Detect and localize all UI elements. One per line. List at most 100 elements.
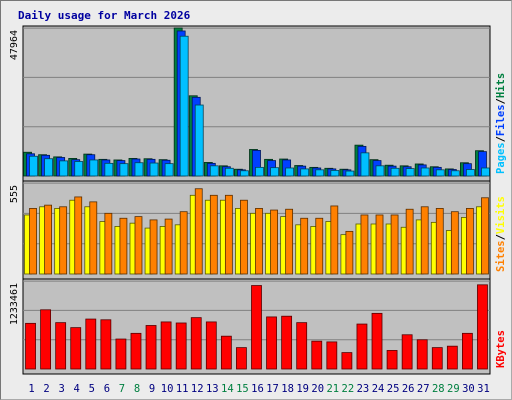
bar-kbytes-day-11 [175, 322, 187, 370]
x-tick-label: 1 [28, 383, 34, 395]
bar-kbytes-day-10 [160, 321, 172, 370]
bar-pages-day-8 [134, 162, 144, 177]
x-tick-label: 6 [104, 383, 110, 395]
panel-kbytes: 1233461 KBytes [9, 278, 507, 375]
legend-kbytes: KBytes [495, 330, 507, 368]
x-tick-label: 30 [462, 383, 475, 395]
legend-visits-sites: Sites/Visits [495, 196, 507, 272]
bar-sites-day-20 [315, 217, 324, 275]
y-tick-label: 555 [9, 185, 20, 203]
bar-sites-day-18 [285, 208, 294, 275]
bar-pages-day-26 [405, 168, 415, 177]
bar-pages-day-10 [164, 163, 174, 177]
legend-sites: Sites [495, 240, 507, 272]
bar-sites-day-17 [270, 209, 278, 275]
bar-kbytes-day-16 [251, 285, 262, 370]
bar-sites-day-14 [224, 194, 233, 275]
bar-pages-day-21 [330, 170, 340, 177]
bar-pages-day-20 [315, 169, 325, 177]
y-tick-label: 1233461 [9, 283, 20, 325]
bar-sites-day-3 [59, 206, 68, 275]
bar-pages-day-25 [390, 167, 400, 177]
bar-sites-day-28 [435, 208, 444, 275]
bar-kbytes-day-13 [205, 321, 217, 370]
bar-pages-day-3 [59, 160, 69, 177]
bar-kbytes-day-9 [145, 325, 157, 370]
x-tick-label: 18 [281, 383, 294, 395]
bar-sites-day-10 [164, 218, 173, 275]
x-tick-label: 7 [119, 383, 125, 395]
bar-sites-day-29 [450, 211, 459, 275]
x-tick-label: 21 [326, 383, 339, 395]
bar-sites-day-1 [29, 208, 37, 275]
bar-kbytes-day-7 [115, 338, 127, 370]
bar-kbytes-day-4 [70, 327, 82, 370]
bar-pages-day-27 [420, 167, 430, 177]
bar-pages-day-30 [466, 169, 475, 177]
bar-kbytes-day-14 [220, 335, 232, 370]
bar-sites-day-19 [300, 217, 309, 275]
bar-kbytes-day-6 [100, 319, 112, 370]
x-tick-label: 23 [357, 383, 370, 395]
bar-kbytes-day-19 [296, 322, 308, 370]
x-tick-label: 19 [296, 383, 309, 395]
bar-sites-day-8 [134, 216, 143, 275]
bar-sites-day-27 [420, 206, 429, 275]
bar-kbytes-day-20 [311, 340, 323, 370]
bar-kbytes-day-5 [85, 318, 97, 370]
x-tick-label: 25 [387, 383, 400, 395]
x-tick-label: 17 [266, 383, 279, 395]
bar-sites-day-23 [360, 214, 369, 275]
bar-kbytes-day-2 [40, 309, 51, 370]
bar-kbytes-day-8 [130, 332, 142, 370]
bar-pages-day-5 [89, 159, 99, 177]
x-tick-label: 24 [372, 383, 385, 395]
bar-sites-day-25 [390, 214, 399, 275]
bar-kbytes-day-27 [416, 339, 428, 370]
bar-pages-day-31 [481, 167, 490, 177]
legend-separator: / [495, 98, 507, 104]
bar-pages-day-12 [194, 104, 204, 177]
bar-kbytes-day-22 [341, 352, 353, 370]
bar-sites-day-22 [345, 230, 354, 275]
bar-sites-day-4 [74, 196, 83, 275]
x-tick-label: 14 [221, 383, 234, 395]
bar-kbytes-day-25 [386, 350, 398, 370]
legend-files: Files [495, 104, 507, 136]
bar-pages-day-23 [360, 152, 370, 177]
legend-separator: / [495, 136, 507, 142]
x-tick-label: 31 [477, 383, 490, 395]
bar-kbytes-day-3 [55, 322, 67, 370]
bar-pages-day-13 [209, 165, 219, 177]
bar-pages-day-7 [119, 163, 129, 177]
bar-sites-day-7 [119, 217, 128, 275]
bar-pages-day-19 [300, 168, 310, 177]
x-tick-label: 20 [311, 383, 324, 395]
bar-pages-day-6 [104, 162, 114, 177]
legend-hits: Hits [495, 73, 507, 98]
bar-sites-day-21 [330, 205, 339, 275]
x-tick-label: 4 [74, 383, 80, 395]
bar-pages-day-4 [74, 161, 84, 177]
bar-sites-day-16 [255, 208, 263, 275]
bar-pages-day-11 [179, 35, 189, 177]
bar-kbytes-day-23 [356, 323, 368, 370]
x-tick-label: 12 [191, 383, 204, 395]
bar-pages-day-29 [450, 170, 460, 177]
bar-kbytes-day-15 [236, 347, 247, 370]
bar-kbytes-day-26 [401, 334, 413, 370]
chart-title: Daily usage for March 2026 [18, 9, 191, 22]
bar-sites-day-31 [481, 197, 489, 275]
x-tick-label: 15 [236, 383, 249, 395]
x-tick-label: 3 [58, 383, 64, 395]
bar-sites-day-15 [240, 199, 248, 275]
bar-kbytes-day-30 [462, 332, 473, 370]
bar-sites-day-9 [149, 219, 158, 275]
x-tick-label: 10 [161, 383, 174, 395]
bar-sites-day-2 [44, 204, 52, 275]
bar-sites-day-30 [466, 208, 474, 275]
bar-pages-day-14 [224, 167, 234, 177]
bar-kbytes-day-28 [431, 347, 443, 370]
bar-pages-day-16 [255, 166, 264, 177]
